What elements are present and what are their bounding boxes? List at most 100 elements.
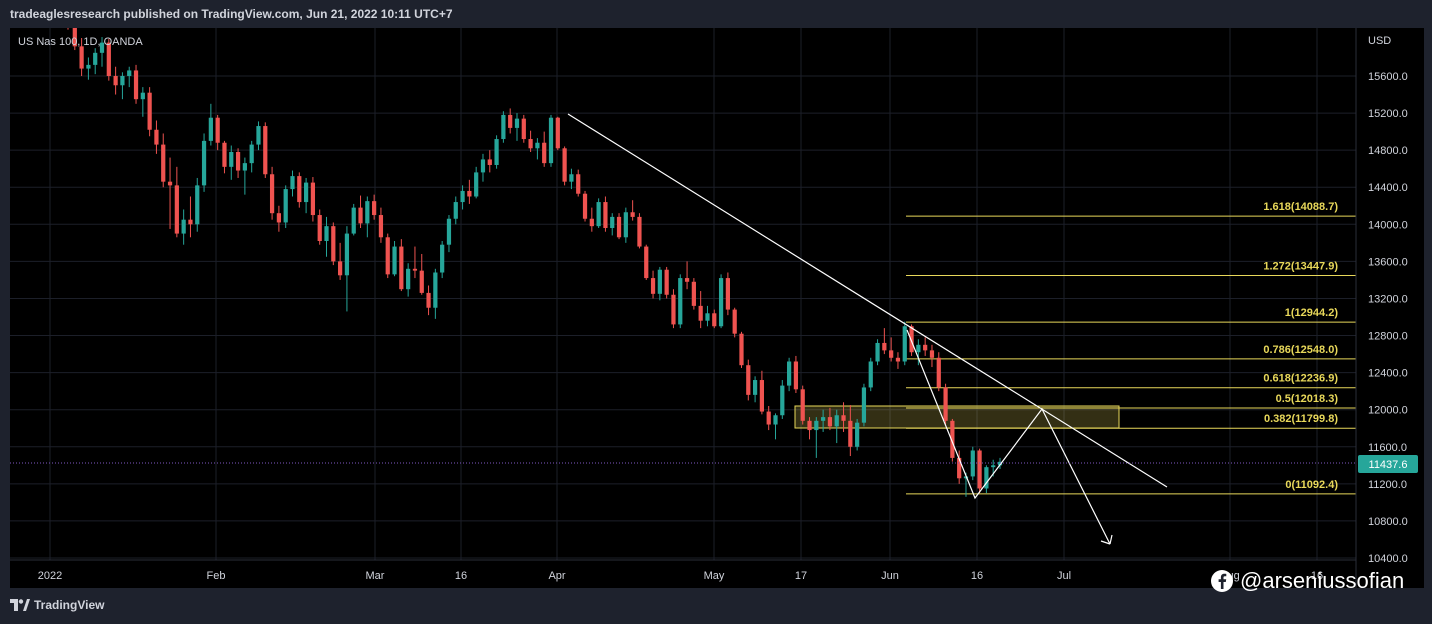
projection-path[interactable]	[906, 329, 1111, 545]
candle-body	[861, 387, 867, 423]
candle-body	[263, 126, 268, 175]
candle-body	[542, 142, 547, 164]
candle-body	[691, 281, 696, 306]
candle-body	[256, 126, 261, 145]
candle-body	[147, 92, 152, 130]
candle-body	[113, 76, 118, 86]
candle-body	[283, 189, 288, 223]
x-tick-label: 16	[1311, 570, 1323, 582]
tradingview-logo[interactable]: TradingView	[10, 598, 104, 612]
candle-body	[746, 365, 751, 395]
candle-body	[555, 117, 560, 149]
footer-bar: TradingView	[0, 588, 1432, 624]
candle-body	[929, 350, 935, 358]
candlestick-chart[interactable]: 1.618(14088.7) 1.272(13447.9) 1(12944.2) 0.…	[10, 28, 1424, 588]
candle-body	[440, 244, 445, 273]
candle-body	[759, 380, 765, 412]
candle-body	[242, 163, 247, 171]
candle-body	[732, 309, 737, 334]
candle-body	[195, 185, 200, 225]
candle-body	[521, 118, 526, 140]
candle-body	[712, 313, 717, 327]
candle-body	[365, 201, 370, 224]
drawings[interactable]	[567, 113, 1168, 545]
candle-body	[637, 216, 642, 247]
candle-body	[406, 268, 411, 290]
x-tick-label: 16	[971, 570, 983, 582]
candle-body	[297, 176, 302, 203]
candle-body	[705, 313, 710, 321]
candle-body	[841, 415, 846, 421]
candle-body	[780, 385, 785, 416]
candle-body	[950, 420, 955, 458]
candle-body	[290, 176, 295, 190]
candle-body	[848, 420, 853, 447]
candle-body	[855, 422, 860, 447]
x-tick-label: May	[704, 570, 725, 582]
candle-body	[467, 190, 472, 197]
candle-body	[480, 159, 486, 173]
candle-body	[991, 465, 996, 468]
y-tick-label: 14400.0	[1368, 182, 1408, 194]
candle-body	[174, 185, 179, 234]
fibonacci-extension[interactable]: 1.618(14088.7) 1.272(13447.9) 1(12944.2) 0.…	[906, 201, 1356, 495]
candle-body	[528, 139, 533, 149]
candle-body	[814, 420, 819, 431]
last-price-value: 11437.6	[1369, 459, 1408, 471]
author-watermark: @arseniussofian	[1210, 568, 1404, 594]
candle-body	[514, 118, 520, 128]
candles	[67, 28, 1003, 497]
candle-body	[269, 174, 275, 214]
candle-body	[895, 357, 901, 362]
candle-body	[86, 64, 91, 69]
candle-body	[923, 344, 928, 351]
candle-body	[916, 344, 921, 353]
y-tick-label: 12800.0	[1368, 331, 1408, 343]
last-price-badge: 11437.6	[1358, 455, 1418, 473]
candle-body	[889, 350, 894, 358]
candle-body	[963, 476, 969, 479]
candle-body	[678, 278, 683, 325]
candle-body	[562, 148, 567, 182]
candle-body	[569, 174, 574, 182]
candle-body	[766, 411, 771, 425]
y-tick-label: 13600.0	[1368, 256, 1408, 268]
axes: 15600.0 15200.0 14800.0 14400.0 14000.0 13600…	[10, 28, 1408, 588]
x-tick-label: Feb	[207, 570, 226, 582]
candle-body	[276, 213, 281, 223]
downtrend-line[interactable]	[567, 113, 1168, 488]
x-tick-label: Jun	[881, 570, 899, 582]
candle-body	[167, 181, 173, 186]
y-tick-label: 14800.0	[1368, 145, 1408, 157]
y-tick-label: 11200.0	[1368, 479, 1407, 491]
candle-body	[378, 215, 384, 238]
candle-body	[317, 215, 322, 241]
candle-body	[875, 342, 880, 362]
candle-body	[698, 305, 703, 321]
candle-body	[943, 387, 948, 421]
candle-body	[882, 342, 887, 351]
candle-body	[582, 193, 588, 219]
y-tick-label: 13200.0	[1368, 293, 1408, 305]
candle-body	[997, 461, 1003, 466]
candle-body	[807, 420, 812, 431]
candle-body	[787, 361, 792, 386]
candle-body	[610, 216, 615, 229]
candle-body	[977, 450, 982, 489]
candle-body	[161, 144, 166, 182]
candle-body	[793, 361, 799, 390]
projection-arrowhead	[1100, 534, 1113, 545]
candle-body	[603, 202, 608, 229]
candle-body	[79, 46, 84, 69]
candle-body	[446, 218, 452, 245]
candle-body	[351, 207, 356, 234]
candle-body	[725, 278, 730, 310]
candle-body	[630, 212, 635, 217]
candle-body	[474, 172, 479, 197]
candle-body	[671, 294, 676, 325]
candle-body	[120, 76, 125, 86]
candle-body	[249, 144, 254, 164]
candle-body	[752, 380, 758, 395]
candle-body	[650, 278, 656, 294]
chart-area[interactable]: 1.618(14088.7) 1.272(13447.9) 1(12944.2) 0.…	[10, 28, 1424, 588]
